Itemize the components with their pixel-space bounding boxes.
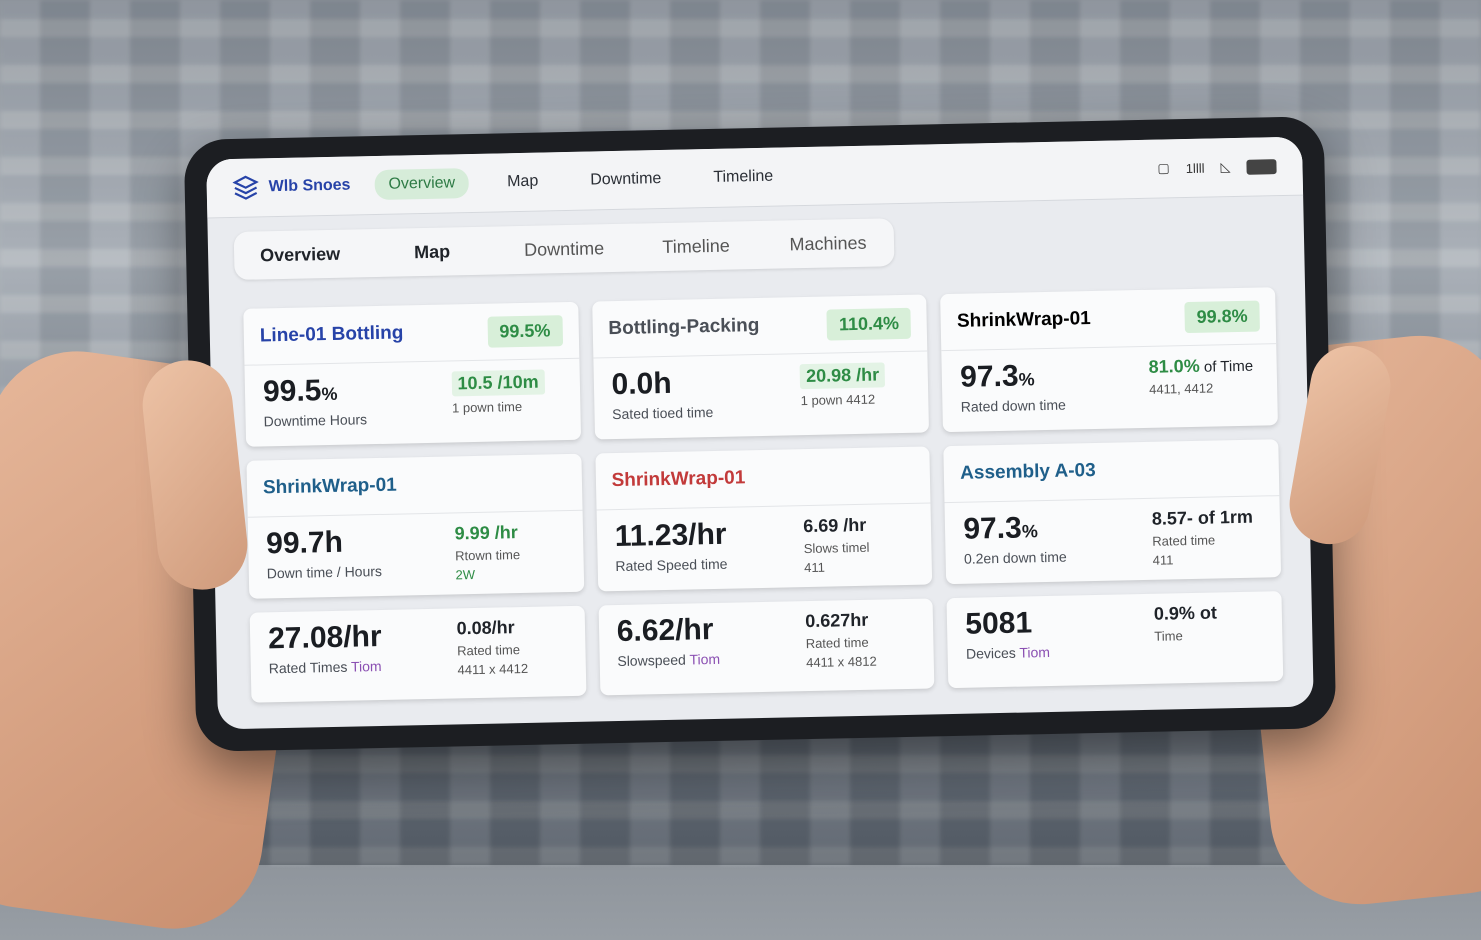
primary-value: 5081 [965, 606, 1033, 641]
top-tab-timeline[interactable]: Timeline [713, 167, 774, 186]
metric-card[interactable]: 27.08/hr Rated Times Tiom 0.08/hr Rated ti… [249, 605, 587, 703]
extra-label: 4411 x 4412 [457, 660, 529, 678]
metric-card[interactable]: ShrinkWrap-01 99.7h Down time / Hours 9.9… [246, 453, 584, 599]
top-tab-map[interactable]: Map [506, 172, 539, 191]
secondary-label: Rated time [1152, 532, 1216, 549]
primary-value: 97.3% [959, 359, 1035, 394]
primary-label: Rated Times Tiom [268, 657, 382, 677]
wifi-icon: ◺ [1220, 159, 1231, 175]
secondary-label: Rated time [805, 634, 869, 652]
primary-label: Down time / Hours [266, 562, 383, 582]
primary-label: Downtime Hours [263, 411, 368, 430]
secondary-label: Rated time [456, 642, 521, 659]
box-icon: ▢ [1157, 160, 1170, 176]
metric-card[interactable]: Bottling-Packing 110.4% 0.0h Sated tioed t… [591, 294, 930, 440]
primary-label: Devices Tiom [965, 643, 1051, 662]
signal-text: 1llll [1185, 160, 1205, 176]
status-bar: ▢ 1llll ◺ [1157, 158, 1277, 176]
top-tab-downtime[interactable]: Downtime [590, 170, 662, 189]
status-badge: 99.8% [1184, 300, 1260, 333]
extra-label: 411 [1152, 552, 1174, 568]
primary-label: 0.2en down time [963, 548, 1067, 567]
subtab-map[interactable]: Map [413, 240, 451, 262]
subtab-downtime[interactable]: Downtime [523, 237, 605, 260]
subtab-machines[interactable]: Machines [789, 232, 867, 254]
secondary-value: 10.5 /10m [451, 369, 545, 397]
status-badge: 99.5% [487, 314, 563, 348]
primary-value: 99.7h [265, 525, 344, 561]
brand-name: Wlb Snoes [268, 176, 351, 196]
secondary-value: 9.99 /hr [454, 522, 518, 544]
status-badge: 110.4% [826, 307, 912, 341]
card-title: ShrinkWrap-01 [262, 474, 397, 499]
secondary-label: Slows timel [803, 539, 870, 557]
brand[interactable]: Wlb Snoes [232, 173, 351, 201]
metric-card[interactable]: Line-01 Bottling 99.5% 99.5% Downtime Hour… [243, 301, 581, 447]
card-title: ShrinkWrap-01 [956, 308, 1091, 332]
top-bar: Wlb Snoes Overview Map Downtime Timeline… [206, 136, 1304, 219]
primary-value: 97.3% [963, 511, 1039, 546]
card-title: Line-01 Bottling [259, 322, 404, 347]
primary-label: Slowspeed Tiom [617, 650, 721, 670]
primary-value: 6.62/hr [616, 613, 714, 649]
secondary-value: 8.57- of 1rm [1151, 506, 1254, 529]
primary-value: 11.23/hr [614, 517, 727, 554]
primary-value: 99.5% [262, 374, 338, 409]
extra-label: 2W [455, 567, 476, 583]
secondary-label: 1 pown 4412 [800, 391, 876, 409]
secondary-value: 0.9% ot [1153, 602, 1218, 624]
subtab-overview[interactable]: Overview [259, 243, 341, 265]
subtab-timeline[interactable]: Timeline [662, 235, 730, 257]
secondary-label: Rtown time [454, 547, 521, 564]
sub-tabs: Overview Map Downtime Timeline Machines [233, 218, 895, 280]
metric-card[interactable]: 5081 Devices Tiom 0.9% ot Time [946, 591, 1284, 689]
extra-label: 411 [803, 559, 826, 576]
metric-card[interactable]: ShrinkWrap-01 11.23/hr Rated Speed time 6… [595, 446, 933, 592]
metric-card[interactable]: ShrinkWrap-01 99.8% 97.3% Rated down time … [940, 287, 1278, 433]
extra-label: 4411 x 4812 [805, 653, 877, 671]
primary-value: 0.0h [611, 366, 672, 402]
secondary-label: 1 pown time [451, 398, 523, 416]
primary-label: Rated Speed time [615, 555, 728, 575]
secondary-value: 6.69 /hr [803, 514, 867, 537]
top-tab-overview[interactable]: Overview [374, 168, 470, 201]
secondary-label: 4411, 4412 [1148, 380, 1214, 397]
card-title: Assembly A-03 [959, 459, 1096, 484]
layers-logo-icon [232, 175, 259, 200]
tablet-device: Wlb Snoes Overview Map Downtime Timeline… [183, 116, 1337, 752]
metrics-grid: Line-01 Bottling 99.5% 99.5% Downtime Hour… [243, 287, 1284, 703]
metric-card[interactable]: 6.62/hr Slowspeed Tiom 0.627hr Rated time 4… [598, 598, 935, 696]
primary-label: Sated tioed time [612, 403, 714, 423]
card-title: ShrinkWrap-01 [611, 467, 746, 492]
secondary-label: Time [1154, 628, 1183, 644]
tablet-screen: Wlb Snoes Overview Map Downtime Timeline… [206, 136, 1314, 730]
metric-card[interactable]: Assembly A-03 97.3% 0.2en down time 8.57-… [943, 439, 1282, 585]
battery-icon [1246, 158, 1277, 175]
primary-label: Rated down time [960, 396, 1067, 415]
secondary-value: 81.0% of Time [1148, 355, 1254, 377]
secondary-value: 0.627hr [805, 609, 869, 632]
secondary-value: 0.08/hr [456, 617, 515, 639]
primary-value: 27.08/hr [267, 619, 382, 656]
secondary-value: 20.98 /hr [799, 362, 886, 390]
card-title: Bottling-Packing [608, 314, 760, 340]
